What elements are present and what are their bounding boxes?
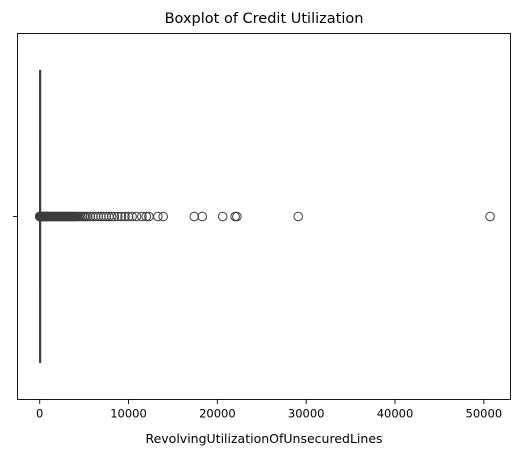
outlier-point xyxy=(116,211,127,222)
outlier-point xyxy=(197,211,208,222)
x-tick-label: 10000 xyxy=(110,407,147,421)
outlier-layer xyxy=(34,211,495,222)
outlier-point xyxy=(109,211,120,222)
outlier-point xyxy=(101,211,112,222)
outlier-point xyxy=(98,211,109,222)
x-axis-label: RevolvingUtilizationOfUnsecuredLines xyxy=(145,431,382,446)
outlier-point xyxy=(123,211,134,222)
outlier-point xyxy=(217,211,228,222)
outlier-point xyxy=(85,211,96,222)
outlier-point xyxy=(88,211,98,222)
x-tick-label: 0 xyxy=(36,407,43,421)
axis-layer: 0 10000 20000 30000 40000 50000 xyxy=(13,216,503,421)
x-tick-label: 20000 xyxy=(199,407,236,421)
outlier-point xyxy=(158,211,168,222)
outlier-point xyxy=(127,211,137,222)
outlier-point xyxy=(93,211,104,222)
x-tick-label: 30000 xyxy=(288,407,325,421)
chart-title: Boxplot of Credit Utilization xyxy=(165,11,364,27)
outlier-point xyxy=(293,211,303,222)
outlier-point xyxy=(232,211,242,222)
outlier-point xyxy=(106,211,117,222)
x-tick-label: 50000 xyxy=(466,407,503,421)
outlier-point xyxy=(485,211,495,222)
outlier-point xyxy=(120,211,130,222)
outlier-point xyxy=(113,211,123,222)
outlier-point xyxy=(96,211,106,222)
outlier-point xyxy=(82,211,93,222)
outlier-point xyxy=(153,211,163,222)
outlier-point xyxy=(90,211,101,222)
outlier-point xyxy=(189,211,200,222)
outlier-point xyxy=(137,211,147,222)
outlier-point xyxy=(131,211,142,222)
outlier-point xyxy=(141,211,152,222)
plot-frame xyxy=(17,33,511,400)
x-tick-label: 40000 xyxy=(377,407,414,421)
